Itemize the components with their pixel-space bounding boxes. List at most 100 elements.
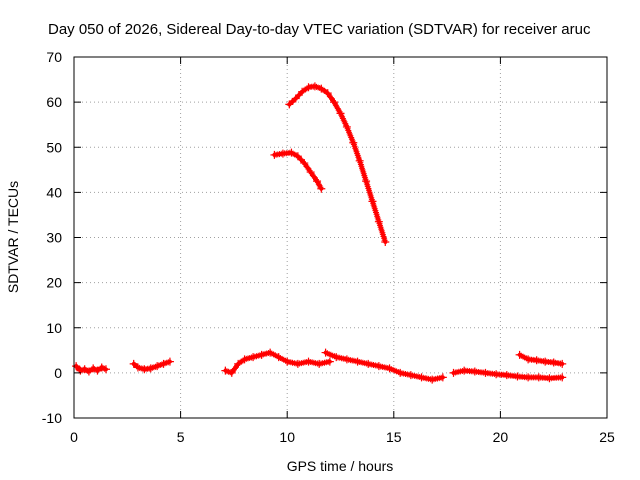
data-point — [80, 365, 89, 374]
data-point — [300, 159, 309, 168]
data-point — [304, 83, 313, 92]
y-tick-label: 50 — [46, 139, 62, 155]
data-point — [140, 365, 149, 374]
series-arc-2 — [129, 357, 174, 374]
data-point — [274, 353, 283, 362]
data-point — [321, 348, 330, 357]
data-point — [146, 364, 155, 373]
y-tick-label: 60 — [46, 94, 62, 110]
data-point — [492, 370, 501, 379]
data-point — [315, 359, 324, 368]
data-point — [336, 109, 345, 118]
data-point — [558, 373, 567, 382]
data-point — [449, 368, 458, 377]
x-tick-label: 5 — [177, 429, 185, 445]
y-tick-label: 20 — [46, 275, 62, 291]
data-point — [385, 364, 394, 373]
data-point — [313, 177, 322, 186]
chart-title: Day 050 of 2026, Sidereal Day-to-day VTE… — [48, 21, 591, 38]
data-point — [257, 350, 266, 359]
y-tick-label: 40 — [46, 184, 62, 200]
data-point — [513, 372, 522, 381]
data-point — [332, 353, 341, 362]
series-layer — [72, 82, 567, 384]
data-point — [374, 217, 383, 226]
data-point — [101, 365, 110, 374]
data-point — [317, 84, 326, 93]
data-point — [524, 355, 533, 364]
data-point — [323, 89, 332, 98]
data-point — [266, 348, 275, 357]
y-tick-label: -10 — [42, 410, 62, 426]
data-point — [545, 374, 554, 383]
y-tick-label: 70 — [46, 49, 62, 65]
data-point — [317, 184, 326, 193]
data-point — [417, 373, 426, 382]
data-point — [541, 357, 550, 366]
data-point — [270, 150, 279, 159]
x-tick-label: 25 — [599, 429, 615, 445]
series-arc-1 — [72, 362, 110, 376]
data-point — [481, 368, 490, 377]
data-point — [502, 371, 511, 380]
data-point — [84, 367, 93, 376]
data-point — [364, 359, 373, 368]
data-point — [89, 364, 98, 373]
series-arc-5 — [449, 366, 567, 383]
data-point — [304, 357, 313, 366]
data-point — [298, 87, 307, 96]
data-point — [129, 359, 138, 368]
data-point — [72, 362, 81, 371]
data-point — [165, 357, 174, 366]
data-point — [428, 375, 437, 384]
data-point — [249, 353, 258, 362]
data-point — [470, 367, 479, 376]
x-tick-label: 0 — [70, 429, 78, 445]
data-point — [406, 371, 415, 380]
data-point — [515, 350, 524, 359]
data-point — [310, 82, 319, 91]
data-point — [153, 362, 162, 371]
series-arc-6 — [515, 350, 567, 368]
data-point — [524, 373, 533, 382]
data-point — [221, 366, 230, 375]
data-point — [97, 363, 106, 372]
data-point — [291, 94, 300, 103]
data-point — [325, 357, 334, 366]
data-point — [532, 356, 541, 365]
data-point — [460, 366, 469, 375]
tick-layer: 0 5 10 15 20 25 -10 0 10 20 30 40 50 60 70 — [42, 49, 615, 445]
data-point — [558, 359, 567, 368]
data-point — [349, 138, 358, 147]
data-point — [159, 359, 168, 368]
data-point — [227, 368, 236, 377]
data-point — [234, 359, 243, 368]
data-point — [287, 148, 296, 157]
data-point — [362, 177, 371, 186]
data-point — [240, 355, 249, 364]
data-point — [306, 168, 315, 177]
x-tick-label: 10 — [279, 429, 295, 445]
data-point — [293, 152, 302, 161]
data-point — [381, 238, 390, 247]
data-point — [342, 355, 351, 364]
grid-layer — [74, 57, 607, 418]
x-tick-label: 15 — [386, 429, 402, 445]
data-point — [283, 357, 292, 366]
data-point — [330, 98, 339, 107]
data-point — [374, 362, 383, 371]
data-point — [534, 373, 543, 382]
data-point — [353, 357, 362, 366]
data-point — [368, 197, 377, 206]
data-point — [438, 373, 447, 382]
data-point — [355, 156, 364, 165]
data-point — [285, 100, 294, 109]
data-point — [342, 122, 351, 131]
y-axis-title: SDTVAR / TECUs — [5, 181, 21, 293]
data-point — [93, 366, 102, 375]
x-axis-title: GPS time / hours — [287, 458, 394, 474]
y-tick-label: 0 — [54, 365, 62, 381]
data-point — [133, 363, 142, 372]
